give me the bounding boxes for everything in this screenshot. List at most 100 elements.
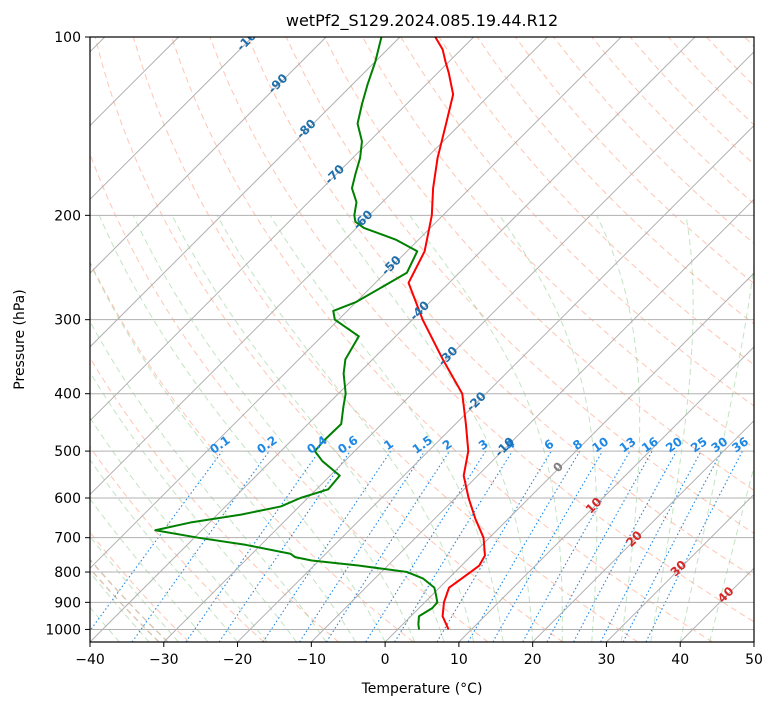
isotherm-label: -80 <box>294 116 319 141</box>
dry-adiabat <box>285 37 754 534</box>
temperature-profile <box>407 37 486 630</box>
moist-adiabat <box>90 320 327 642</box>
isotherm-line <box>384 272 754 642</box>
moist-adiabat <box>171 215 445 642</box>
dry-adiabats <box>90 37 754 642</box>
moist-adiabat <box>98 215 386 642</box>
dry-adiabat <box>90 152 489 642</box>
dry-adiabat <box>132 37 639 642</box>
dry-adiabat <box>171 37 713 642</box>
dry-adiabat <box>476 37 754 325</box>
mixing-ratio-label: 1.5 <box>410 433 435 457</box>
dry-adiabat <box>323 37 754 491</box>
dry-adiabat <box>591 37 754 205</box>
dry-adiabat <box>90 260 414 642</box>
moist-adiabat <box>90 262 357 642</box>
mixing-ratio-line <box>185 450 320 642</box>
x-tick-label: −10 <box>297 652 327 668</box>
chart-title: wetPf2_S129.2024.085.19.44.R12 <box>286 11 558 31</box>
x-tick-label: −40 <box>75 652 105 668</box>
isotherm-label: -30 <box>435 344 460 369</box>
dry-adiabat <box>706 37 754 87</box>
moist-adiabats <box>90 215 754 642</box>
mixing-ratio-lines <box>90 450 743 642</box>
x-tick-label: −30 <box>149 652 179 668</box>
isotherm-line <box>679 567 754 642</box>
isotherm-line <box>163 51 754 642</box>
isotherm-label: 0 <box>550 459 566 475</box>
x-tick-label: 50 <box>745 652 763 668</box>
isotherm-label: -90 <box>265 71 290 96</box>
moist-adiabat <box>90 458 238 642</box>
mixing-ratio-line <box>325 450 450 642</box>
mixing-ratio-label: 0.1 <box>207 433 232 457</box>
mixing-ratio-label: 16 <box>639 434 661 455</box>
isotherm-line <box>90 37 696 642</box>
dry-adiabat <box>90 446 265 642</box>
mixing-ratio-line <box>90 450 223 632</box>
moist-adiabat <box>90 371 297 642</box>
mixing-ratio-line <box>600 450 702 642</box>
mixing-ratio-line <box>365 450 487 642</box>
y-tick-label: 900 <box>54 595 81 611</box>
isotherms <box>90 37 754 642</box>
moist-adiabat <box>269 215 504 642</box>
dry-adiabat <box>209 37 754 623</box>
dry-adiabat <box>744 37 754 48</box>
x-axis-label: Temperature (°C) <box>361 681 483 697</box>
mixing-ratio-line <box>645 450 743 642</box>
dry-adiabat <box>667 37 754 126</box>
x-tick-label: 20 <box>524 652 542 668</box>
moist-adiabat <box>679 261 754 642</box>
y-tick-label: 800 <box>54 565 81 581</box>
moist-adiabat <box>216 215 475 642</box>
moist-adiabat <box>709 465 754 642</box>
isotherm-line <box>90 37 622 569</box>
y-axis: 1000 900 800 700 600 500 400 300 200 100 <box>45 30 90 638</box>
dry-adiabat <box>247 37 754 578</box>
isotherm-label: 20 <box>623 528 645 550</box>
y-tick-label: 200 <box>54 208 81 224</box>
dry-adiabat <box>629 37 754 165</box>
mixing-ratio-label: 13 <box>617 434 639 455</box>
y-tick-label: 700 <box>54 531 81 547</box>
y-tick-label: 400 <box>54 387 81 403</box>
grid-lines <box>90 37 754 630</box>
isotherm-line <box>753 641 754 642</box>
moist-adiabat <box>596 215 641 642</box>
isotherm-label: -100 <box>234 23 265 54</box>
y-tick-label: 600 <box>54 491 81 507</box>
dewpoint-profile <box>154 37 439 630</box>
moist-adiabat <box>132 215 416 642</box>
x-tick-label: 40 <box>671 652 689 668</box>
isotherm-label: -50 <box>379 253 404 278</box>
y-tick-label: 500 <box>54 444 81 460</box>
mixing-ratio-label: 30 <box>709 434 731 455</box>
x-axis: −40 −30 −20 −10 0 10 20 30 40 50 <box>75 642 763 668</box>
isotherm-line <box>90 37 548 496</box>
mixing-ratio-line <box>522 450 631 642</box>
mixing-ratio-label: 0.4 <box>304 433 329 457</box>
moist-adiabat <box>409 215 563 642</box>
dry-adiabat <box>553 37 754 245</box>
profiles <box>154 37 486 630</box>
mixing-ratio-label: 25 <box>688 434 710 455</box>
moist-adiabat <box>333 215 534 642</box>
isotherm-line <box>606 493 754 642</box>
x-tick-label: −20 <box>223 652 253 668</box>
isotherm-line <box>310 198 754 642</box>
mixing-ratio-label: 0.6 <box>335 433 360 457</box>
mixing-ratio-line <box>299 450 426 642</box>
dry-adiabat <box>515 37 754 285</box>
y-tick-label: 1000 <box>45 622 81 638</box>
mixing-ratio-line <box>546 450 653 642</box>
isotherm-label: 30 <box>668 558 690 580</box>
isotherm-line <box>532 419 754 642</box>
mixing-ratio-line <box>262 450 392 642</box>
mixing-ratio-line <box>218 450 351 642</box>
isotherm-line <box>90 37 327 274</box>
isotherm-label: -20 <box>464 389 489 414</box>
